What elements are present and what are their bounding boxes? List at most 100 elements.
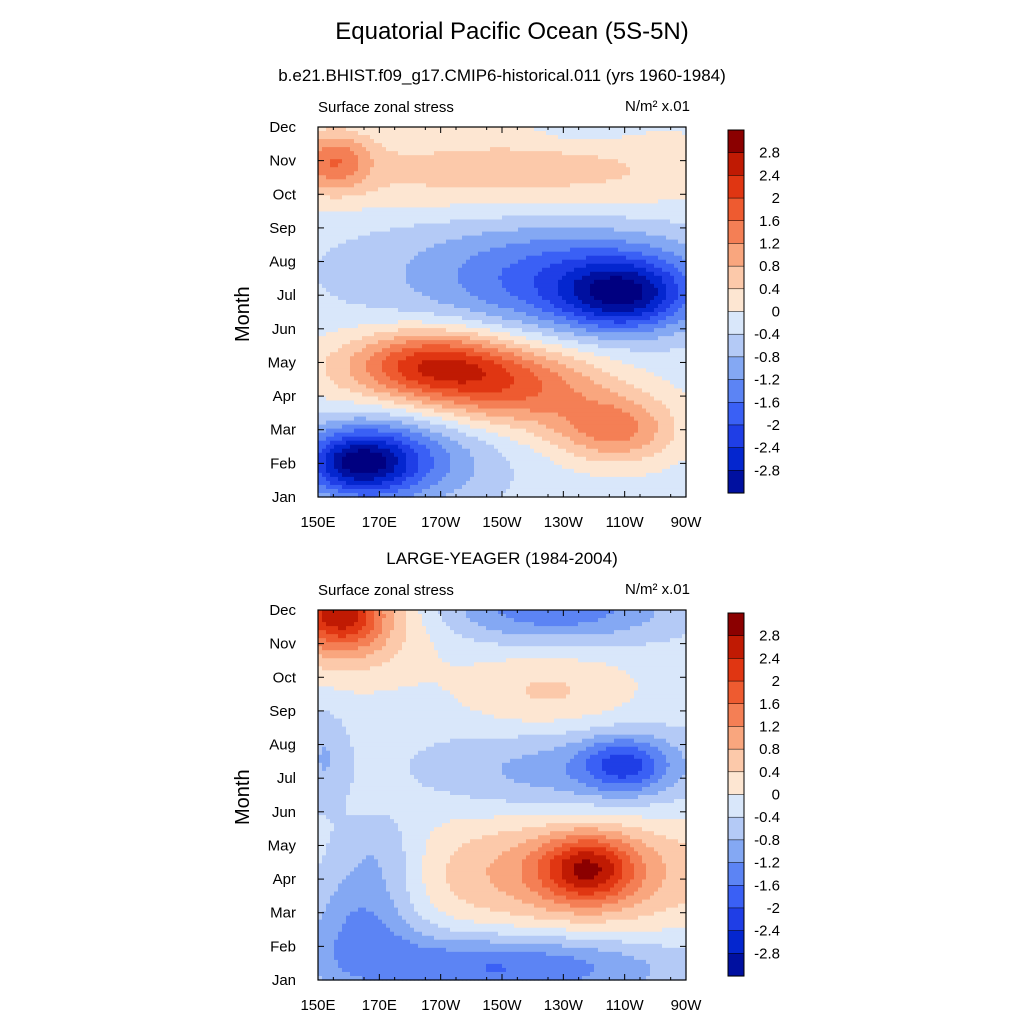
heatmap-cell (346, 283, 351, 289)
heatmap-cell (346, 328, 351, 333)
heatmap-cell (402, 344, 407, 349)
heatmap-cell (502, 135, 507, 140)
heatmap-cell (482, 488, 487, 494)
heatmap-cell (390, 436, 395, 442)
heatmap-cell (446, 344, 451, 349)
heatmap-cell (366, 368, 371, 373)
heatmap-cell (430, 255, 435, 261)
heatmap-cell (462, 227, 467, 233)
heatmap-cell (466, 332, 471, 337)
heatmap-cell (346, 356, 351, 361)
heatmap-cell (510, 171, 515, 176)
heatmap-cell (322, 147, 327, 152)
heatmap-cell (478, 143, 483, 148)
heatmap-cell (478, 316, 483, 321)
heatmap-cell (454, 376, 459, 381)
heatmap-cell (370, 219, 375, 225)
heatmap-cell (506, 275, 511, 281)
heatmap-cell (498, 223, 503, 229)
heatmap-cell (330, 448, 335, 454)
heatmap-cell (370, 320, 375, 325)
heatmap-cell (498, 336, 503, 341)
heatmap-cell (526, 336, 531, 341)
heatmap-cell (398, 456, 403, 462)
heatmap-cell (378, 392, 383, 398)
heatmap-cell (370, 464, 375, 470)
heatmap-cell (326, 291, 331, 297)
heatmap-cell (454, 420, 459, 426)
heatmap-cell (466, 432, 471, 438)
heatmap-cell (318, 147, 323, 152)
heatmap-cell (430, 416, 435, 422)
heatmap-cell (454, 215, 459, 221)
heatmap-cell (498, 195, 503, 200)
heatmap-cell (406, 448, 411, 454)
heatmap-cell (370, 408, 375, 414)
heatmap-cell (454, 408, 459, 414)
heatmap-cell (474, 376, 479, 381)
heatmap-cell (406, 372, 411, 377)
heatmap-cell (474, 320, 479, 325)
heatmap-cell (386, 295, 391, 301)
heatmap-cell (518, 203, 523, 209)
heatmap-cell (354, 295, 359, 301)
heatmap-cell (462, 239, 467, 245)
heatmap-cell (330, 175, 335, 180)
heatmap-cell (438, 223, 443, 229)
heatmap-cell (490, 179, 495, 184)
heatmap-cell (354, 187, 359, 192)
heatmap-cell (458, 247, 463, 253)
heatmap-cell (378, 412, 383, 418)
heatmap-cell (526, 420, 531, 426)
heatmap-cell (418, 388, 423, 394)
heatmap-cell (374, 275, 379, 281)
heatmap-cell (530, 452, 535, 458)
heatmap-cell (418, 328, 423, 333)
heatmap-cell (414, 352, 419, 357)
heatmap-cell (530, 336, 535, 341)
heatmap-cell (414, 368, 419, 373)
heatmap-cell (386, 239, 391, 245)
heatmap-cell (530, 384, 535, 390)
heatmap-cell (402, 324, 407, 329)
heatmap-cell (338, 227, 343, 233)
heatmap-cell (458, 412, 463, 418)
heatmap-cell (378, 436, 383, 442)
heatmap-cell (318, 175, 323, 180)
heatmap-cell (506, 203, 511, 209)
heatmap-cell (370, 400, 375, 406)
heatmap-cell (414, 416, 419, 422)
heatmap-cell (454, 151, 459, 156)
heatmap-cell (318, 484, 323, 490)
heatmap-cell (346, 259, 351, 265)
heatmap-cell (514, 127, 519, 132)
heatmap-cell (486, 408, 491, 414)
heatmap-cell (318, 151, 323, 156)
heatmap-cell (454, 155, 459, 160)
heatmap-cell (494, 231, 499, 237)
heatmap-cell (418, 299, 423, 305)
heatmap-cell (322, 316, 327, 321)
heatmap-cell (318, 412, 323, 418)
heatmap-cell (374, 127, 379, 132)
heatmap-cell (426, 316, 431, 321)
heatmap-cell (414, 159, 419, 164)
heatmap-cell (330, 484, 335, 490)
heatmap-cell (362, 384, 367, 390)
heatmap-cell (326, 187, 331, 192)
heatmap-cell (362, 159, 367, 164)
heatmap-cell (402, 412, 407, 418)
heatmap-cell (518, 231, 523, 237)
heatmap-cell (494, 480, 499, 486)
heatmap-cell (350, 263, 355, 269)
heatmap-cell (330, 279, 335, 285)
heatmap-cell (366, 436, 371, 442)
heatmap-cell (374, 460, 379, 466)
heatmap-cell (334, 404, 339, 410)
heatmap-cell (438, 151, 443, 156)
heatmap-cell (394, 127, 399, 132)
heatmap-cell (418, 408, 423, 414)
heatmap-cell (410, 488, 415, 494)
heatmap-cell (494, 243, 499, 249)
heatmap-cell (394, 476, 399, 482)
